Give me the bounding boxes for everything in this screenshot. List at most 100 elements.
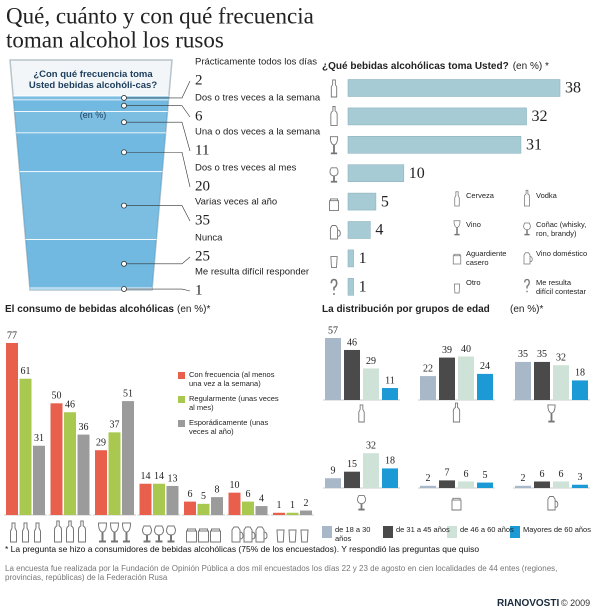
legend-label: Otro — [466, 278, 481, 287]
bar-value: 10 — [409, 165, 425, 182]
frequency-value: 6 — [195, 108, 203, 124]
bar — [325, 478, 341, 488]
bar-value: 29 — [96, 438, 106, 449]
drink-icon — [454, 191, 460, 207]
bar-value: 36 — [79, 422, 89, 433]
legend-label: Vino doméstico — [536, 249, 588, 258]
bar-value: 51 — [123, 388, 133, 399]
legend-swatch — [178, 396, 185, 403]
legend-label: de 18 a 30 años — [335, 525, 371, 543]
bar-value: 39 — [442, 345, 452, 356]
leader-line — [124, 151, 191, 188]
bar-value: 14 — [154, 471, 164, 482]
frequency-value: 35 — [195, 212, 210, 228]
bar — [228, 492, 241, 515]
bar-value: 1 — [290, 500, 295, 511]
legend-swatch — [178, 420, 185, 427]
title-line: Qué, cuánto y con qué frecuencia — [6, 3, 314, 28]
legend-label: Vino — [466, 220, 481, 229]
bar — [122, 401, 134, 515]
bar-value: 3 — [578, 472, 583, 483]
bar — [347, 107, 527, 126]
drink-icon — [121, 522, 132, 543]
chart-unit: (en %)* — [510, 304, 544, 315]
frequency-label: Dos o tres veces al mes — [195, 163, 297, 174]
bar — [458, 356, 474, 400]
glass-question: ¿Con qué frecuencia toma Usted bebidas a… — [28, 69, 158, 91]
bar-value: 2 — [521, 473, 526, 484]
bar-value: 15 — [347, 459, 357, 470]
bar-value: 14 — [141, 471, 151, 482]
bar-value: 1 — [359, 278, 367, 295]
drink-icon — [154, 525, 164, 543]
drink-icon — [329, 136, 339, 155]
chart-title: ¿Qué bebidas alcohólicas toma Usted? (en … — [322, 61, 549, 72]
bar-value: 4 — [259, 493, 264, 504]
frequency-value: 2 — [195, 72, 203, 88]
drink-icon — [166, 525, 176, 543]
bar-value: 6 — [246, 489, 251, 500]
frequency-label: Nunca — [195, 233, 223, 244]
bar — [64, 412, 76, 515]
bar — [553, 365, 569, 400]
source-note: La encuesta fue realizada por la Fundaci… — [5, 564, 558, 583]
frequency-value: 1 — [195, 282, 203, 298]
bar-value: 38 — [565, 80, 581, 97]
drink-icon — [66, 520, 74, 543]
chart-title: El consumo de bebidas alcohólicas — [5, 304, 174, 315]
drink-icon — [524, 189, 530, 207]
bar — [347, 221, 371, 239]
legend-swatch — [510, 526, 520, 538]
legend-label: Me resulta difícil contestar — [536, 278, 587, 296]
bar — [184, 501, 196, 515]
leader-dot — [121, 286, 127, 292]
legend-swatch — [178, 372, 185, 379]
bar — [344, 471, 360, 488]
drink-icon — [547, 404, 556, 423]
chart-title: ¿Qué bebidas alcohólicas toma Usted? — [322, 61, 509, 72]
bar-value: 32 — [556, 352, 566, 363]
legend-label: Regularmente (unas veces al mes) — [189, 394, 279, 412]
drink-icon — [78, 520, 86, 543]
legend-label: de 31 a 45 años — [396, 525, 450, 534]
bar — [95, 450, 107, 515]
leader-dot — [121, 95, 127, 101]
drink-icon — [97, 522, 108, 543]
drink-icon — [329, 225, 341, 240]
bar-value: 18 — [385, 456, 395, 467]
drink-icon — [330, 256, 338, 268]
bar-value: 46 — [65, 400, 75, 411]
bar-value: 46 — [347, 337, 357, 348]
bar — [6, 343, 18, 515]
drink-icon — [231, 526, 244, 543]
bar — [19, 378, 32, 515]
bar — [534, 361, 550, 400]
bar-value: 6 — [188, 489, 193, 500]
frequency-label: Prácticamente todos los días — [195, 57, 317, 68]
leader-line — [124, 288, 191, 292]
leader-line — [124, 105, 191, 118]
bar-value: 22 — [423, 363, 433, 374]
bar — [344, 349, 360, 400]
legend-swatch — [322, 526, 332, 538]
bar-value: 31 — [34, 433, 44, 444]
bar-value: 37 — [110, 420, 120, 431]
bar-value: 5 — [483, 470, 488, 481]
drink-icon — [276, 529, 285, 543]
bar — [420, 376, 436, 400]
bar — [286, 512, 299, 515]
drink-icon — [34, 522, 41, 543]
bar — [300, 510, 312, 515]
frequency-value: 25 — [195, 248, 210, 264]
brand: RIANOVOSTI — [497, 598, 560, 609]
bar-value: 1 — [359, 250, 367, 267]
bar — [325, 338, 341, 400]
bar-value: 35 — [518, 349, 528, 360]
leader-dot — [121, 119, 127, 126]
bar-value: 2 — [304, 498, 309, 509]
frequency-label: Una o dos veces a la semana — [195, 127, 321, 138]
bar — [572, 484, 588, 488]
drink-icon — [10, 522, 17, 543]
legend-swatch — [383, 526, 393, 538]
bar — [347, 277, 354, 296]
